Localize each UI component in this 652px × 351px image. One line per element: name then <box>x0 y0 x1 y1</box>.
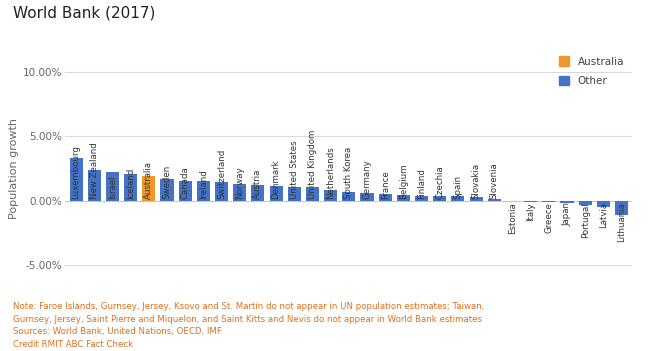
Legend: Australia, Other: Australia, Other <box>556 53 627 89</box>
Text: Japan: Japan <box>563 202 572 226</box>
Text: Lithuania: Lithuania <box>617 202 626 242</box>
Bar <box>233 184 246 201</box>
Text: Slovakia: Slovakia <box>471 163 481 199</box>
Bar <box>561 201 574 203</box>
Bar <box>342 192 355 201</box>
Bar <box>361 193 374 201</box>
Bar <box>179 181 192 201</box>
Text: Slovenia: Slovenia <box>490 163 499 199</box>
Text: New Zealand: New Zealand <box>90 143 99 199</box>
Text: Note: Faroe Islands, Gurnsey, Jersey, Ksovo and St. Martin do not appear in UN p: Note: Faroe Islands, Gurnsey, Jersey, Ks… <box>13 302 484 349</box>
Text: Austria: Austria <box>254 169 262 199</box>
Bar <box>160 179 173 201</box>
Bar <box>142 176 155 201</box>
Bar <box>324 190 337 201</box>
Text: United Kingdom: United Kingdom <box>308 130 317 199</box>
Bar <box>615 201 628 215</box>
Bar <box>88 170 101 201</box>
Text: Sweden: Sweden <box>162 165 171 199</box>
Bar <box>415 196 428 201</box>
Bar <box>488 199 501 201</box>
Bar <box>469 197 482 201</box>
Text: Latvia: Latvia <box>599 202 608 228</box>
Text: Iceland: Iceland <box>126 168 135 199</box>
Text: Israel: Israel <box>108 176 117 199</box>
Bar <box>269 186 282 201</box>
Text: World Bank (2017): World Bank (2017) <box>13 5 155 20</box>
Text: Estonia: Estonia <box>508 202 517 234</box>
Bar <box>524 201 537 202</box>
Text: Greece: Greece <box>544 202 554 233</box>
Text: Netherlands: Netherlands <box>326 147 335 199</box>
Bar <box>106 172 119 201</box>
Bar <box>124 174 137 201</box>
Text: Denmark: Denmark <box>272 160 280 199</box>
Bar <box>542 201 556 202</box>
Bar <box>433 196 446 201</box>
Text: Spain: Spain <box>453 175 462 199</box>
Y-axis label: Population growth: Population growth <box>9 118 19 219</box>
Bar <box>306 187 319 201</box>
Text: Switzerland: Switzerland <box>217 149 226 199</box>
Bar <box>597 201 610 207</box>
Text: Australia: Australia <box>144 161 153 199</box>
Text: France: France <box>381 171 390 199</box>
Text: Portugal: Portugal <box>581 202 589 238</box>
Text: Czechia: Czechia <box>436 166 444 199</box>
Text: Italy: Italy <box>526 202 535 220</box>
Text: Finland: Finland <box>417 168 426 199</box>
Bar <box>215 182 228 201</box>
Text: United States: United States <box>289 141 299 199</box>
Bar <box>397 195 410 201</box>
Bar <box>197 181 210 201</box>
Text: Germany: Germany <box>363 160 372 199</box>
Bar <box>379 194 392 201</box>
Text: Norway: Norway <box>235 167 244 199</box>
Text: Ireland: Ireland <box>199 170 208 199</box>
Bar <box>252 185 265 201</box>
Bar <box>70 158 83 201</box>
Bar <box>578 201 592 205</box>
Bar <box>288 187 301 201</box>
Bar <box>451 197 464 201</box>
Text: South Korea: South Korea <box>344 147 353 199</box>
Text: Luxembourg: Luxembourg <box>72 146 81 199</box>
Text: Canada: Canada <box>181 167 190 199</box>
Text: Belgium: Belgium <box>399 164 408 199</box>
